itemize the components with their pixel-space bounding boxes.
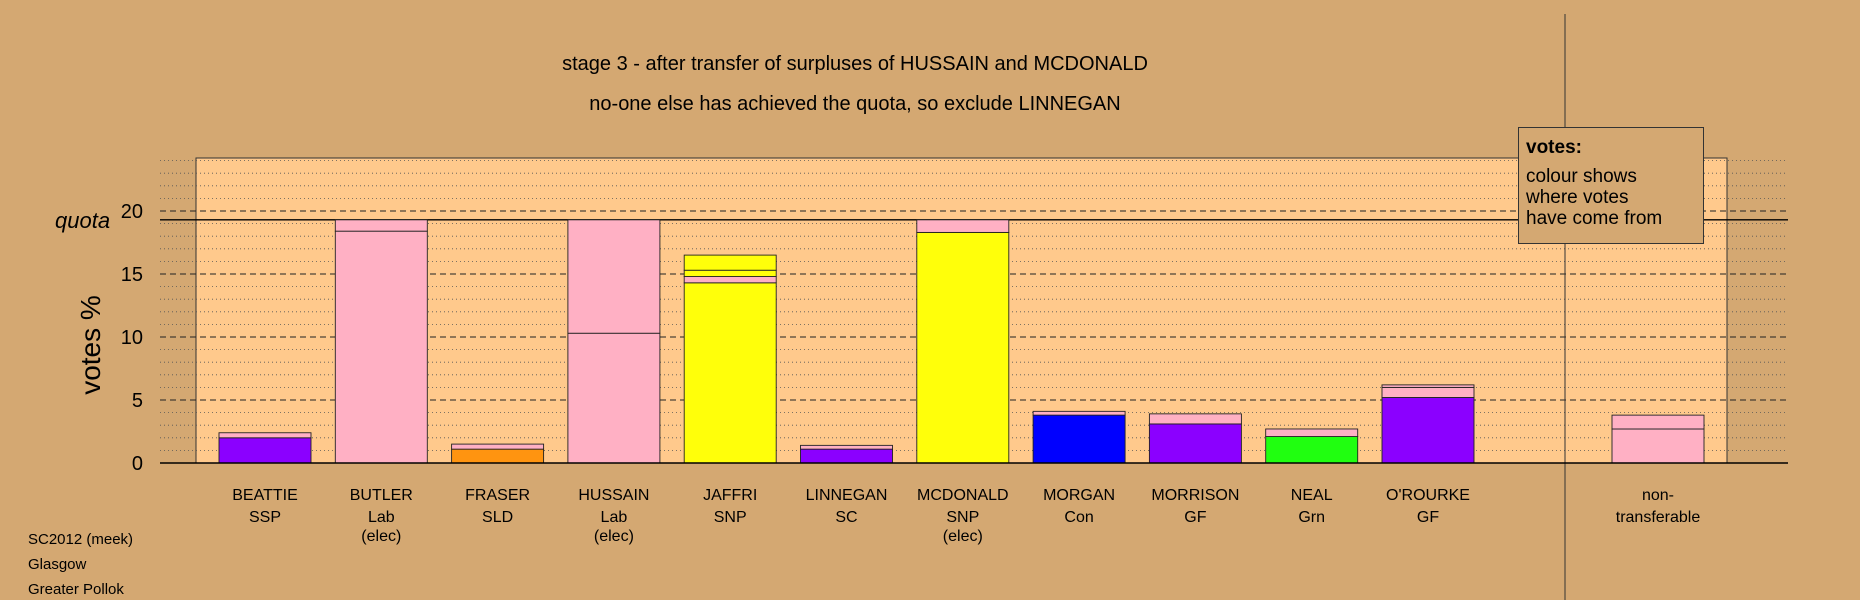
y-tick-label: 20 xyxy=(121,201,143,223)
x-label-party: SLD xyxy=(482,509,513,526)
bar-jaffri-segment xyxy=(683,276,777,284)
bar-morgan-segment xyxy=(1032,410,1126,416)
x-label-name: FRASER xyxy=(465,487,530,504)
footer-line-3: Greater Pollok xyxy=(28,581,124,598)
bar-beattie-segment xyxy=(218,432,312,439)
chart-title-line-1: stage 3 - after transfer of surpluses of… xyxy=(562,53,1148,75)
footer-line-2: Glasgow xyxy=(28,556,87,573)
quota-label: quota xyxy=(55,208,110,233)
x-label-party: SC xyxy=(835,509,857,526)
bar-butler-segment xyxy=(334,219,428,232)
bar-morrison-segment xyxy=(1148,413,1242,425)
x-label-party: SNP xyxy=(714,509,747,526)
y-tick-label: 5 xyxy=(132,390,143,412)
x-label-party: Grn xyxy=(1298,509,1325,526)
bar-beattie-segment xyxy=(218,437,312,464)
bar-morgan-segment xyxy=(1032,414,1126,464)
bar-hussain-segment xyxy=(567,332,661,464)
y-tick-label: 15 xyxy=(121,264,143,286)
x-label-name: MORGAN xyxy=(1043,487,1115,504)
bar-mcdonald-segment xyxy=(916,219,1010,233)
x-label-name: MORRISON xyxy=(1151,487,1239,504)
legend-heading: votes: xyxy=(1526,137,1582,158)
x-label-name: MCDONALD xyxy=(917,487,1009,504)
x-label-nontransferable-1: non- xyxy=(1642,487,1674,504)
x-label-name: O'ROURKE xyxy=(1386,487,1470,504)
legend-box: votes: colour shows where votes have com… xyxy=(1518,127,1704,244)
x-label-note: (elec) xyxy=(361,528,401,545)
bar-jaffri-segment xyxy=(683,269,777,277)
bar-orourke-segment xyxy=(1381,397,1475,464)
bar-linnegan-segment xyxy=(800,444,893,450)
chart-title-line-2: no-one else has achieved the quota, so e… xyxy=(589,93,1121,115)
x-label-party: Lab xyxy=(601,509,628,526)
x-label-note: (elec) xyxy=(943,528,983,545)
bar-nontransferable-segment xyxy=(1611,414,1705,430)
bar-neal-segment xyxy=(1265,428,1359,437)
bar-orourke-segment xyxy=(1381,384,1475,388)
x-label-name: HUSSAIN xyxy=(578,487,649,504)
x-label-name: LINNEGAN xyxy=(806,487,888,504)
x-label-party: SSP xyxy=(249,509,281,526)
legend-text: colour shows where votes have come from xyxy=(1526,166,1663,229)
x-label-nontransferable-2: transferable xyxy=(1616,509,1701,526)
bar-morrison-segment xyxy=(1148,423,1242,464)
bar-linnegan-segment xyxy=(800,448,893,464)
footer-line-1: SC2012 (meek) xyxy=(28,531,134,548)
bar-neal-segment xyxy=(1265,436,1359,464)
bar-jaffri-segment xyxy=(683,282,777,464)
bar-jaffri-segment xyxy=(683,254,777,271)
x-label-note: (elec) xyxy=(594,528,634,545)
bar-mcdonald-segment xyxy=(916,231,1010,464)
y-tick-label: 0 xyxy=(132,453,143,475)
bar-butler-segment xyxy=(334,230,428,464)
x-label-name: NEAL xyxy=(1291,487,1333,504)
bar-nontransferable-segment xyxy=(1611,428,1705,464)
x-label-party: Lab xyxy=(368,509,395,526)
x-label-party: GF xyxy=(1184,509,1206,526)
x-label-name: JAFFRI xyxy=(703,487,757,504)
y-axis-label: votes % xyxy=(75,295,106,395)
x-label-party: SNP xyxy=(946,509,979,526)
bar-fraser-segment xyxy=(451,443,545,450)
bar-fraser-segment xyxy=(451,448,545,464)
x-label-party: Con xyxy=(1064,509,1093,526)
x-label-name: BUTLER xyxy=(350,487,413,504)
bar-hussain-segment xyxy=(567,219,661,334)
bar-orourke-segment xyxy=(1381,386,1475,398)
x-label-party: GF xyxy=(1417,509,1439,526)
x-label-name: BEATTIE xyxy=(232,487,298,504)
y-tick-label: 10 xyxy=(121,327,143,349)
